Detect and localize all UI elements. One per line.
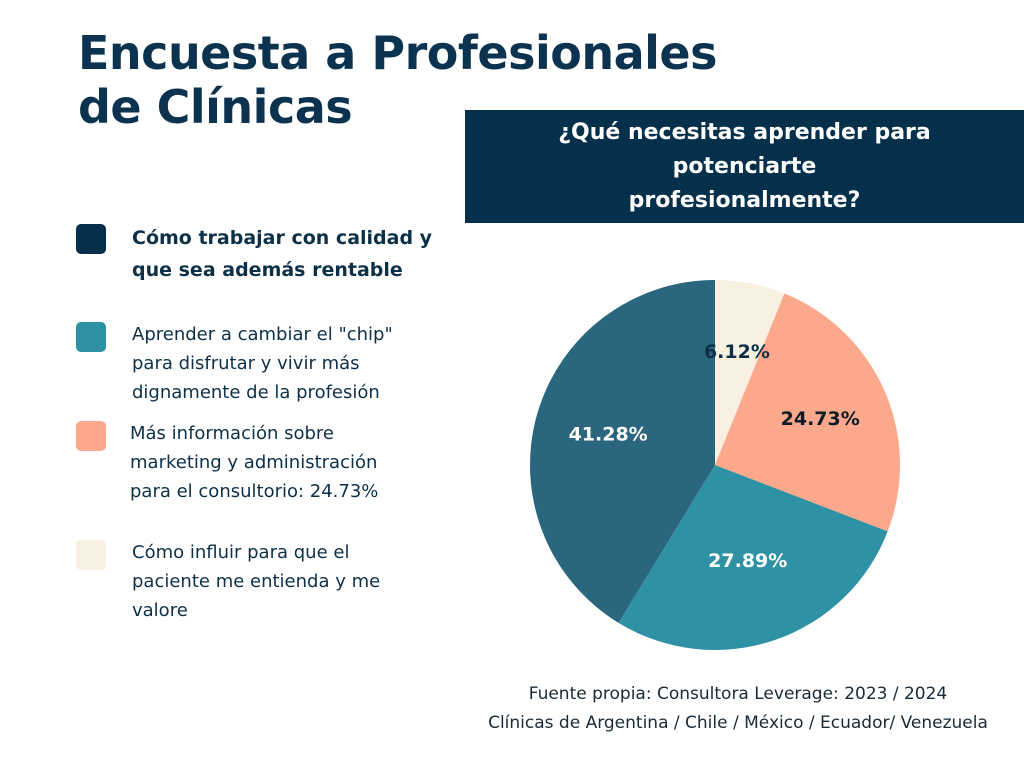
source-line-1: Fuente propia: Consultora Leverage: 2023… [528,684,948,704]
legend-label: Cómo trabajar con calidad y que sea adem… [132,227,433,281]
pie-slice-27.89% [618,465,888,650]
pie-slice-6.12% [715,280,785,465]
legend-label: Más información sobre marketing y admini… [130,423,379,502]
legend-item-chip: Aprender a cambiar el "chip" para disfru… [76,320,412,407]
legend-label: Aprender a cambiar el "chip" para disfru… [132,324,393,403]
pie-chart-svg: 6.12% 24.73% 27.89% 41.28% [530,280,900,650]
question-text: ¿Qué necesitas aprender para potenciarte… [489,116,1000,218]
source-line-2: Clínicas de Argentina / Chile / México /… [488,713,988,733]
legend-swatch [76,224,106,254]
pie-slice-label: 41.28% [569,423,648,445]
source-note: Fuente propia: Consultora Leverage: 2023… [470,680,1006,738]
pie-slice-label: 24.73% [781,408,860,430]
title-line-1: Encuesta a Profesionales [78,26,717,80]
legend-item-paciente: Cómo influir para que el paciente me ent… [76,538,402,625]
pie-slice-label: 27.89% [708,550,787,572]
pie-chart: 6.12% 24.73% 27.89% 41.28% [520,270,910,660]
legend-label: Cómo influir para que el paciente me ent… [132,542,381,621]
legend-item-marketing: Más información sobre marketing y admini… [76,419,410,506]
legend-swatch [76,322,106,352]
title-line-2: de Clínicas [78,80,353,134]
question-line-1: ¿Qué necesitas aprender para potenciarte [558,119,931,179]
question-line-2: profesionalmente? [628,187,861,213]
page-title: Encuesta a Profesionales de Clínicas [78,26,758,134]
legend-swatch [76,540,106,570]
legend-swatch [76,421,106,451]
question-banner: ¿Qué necesitas aprender para potenciarte… [465,110,1024,223]
pie-slice-24.73% [715,293,900,532]
pie-slice-label: 6.12% [704,341,770,363]
legend-item-calidad: Cómo trabajar con calidad y que sea adem… [76,222,442,286]
pie-slice-41.28% [530,280,715,623]
